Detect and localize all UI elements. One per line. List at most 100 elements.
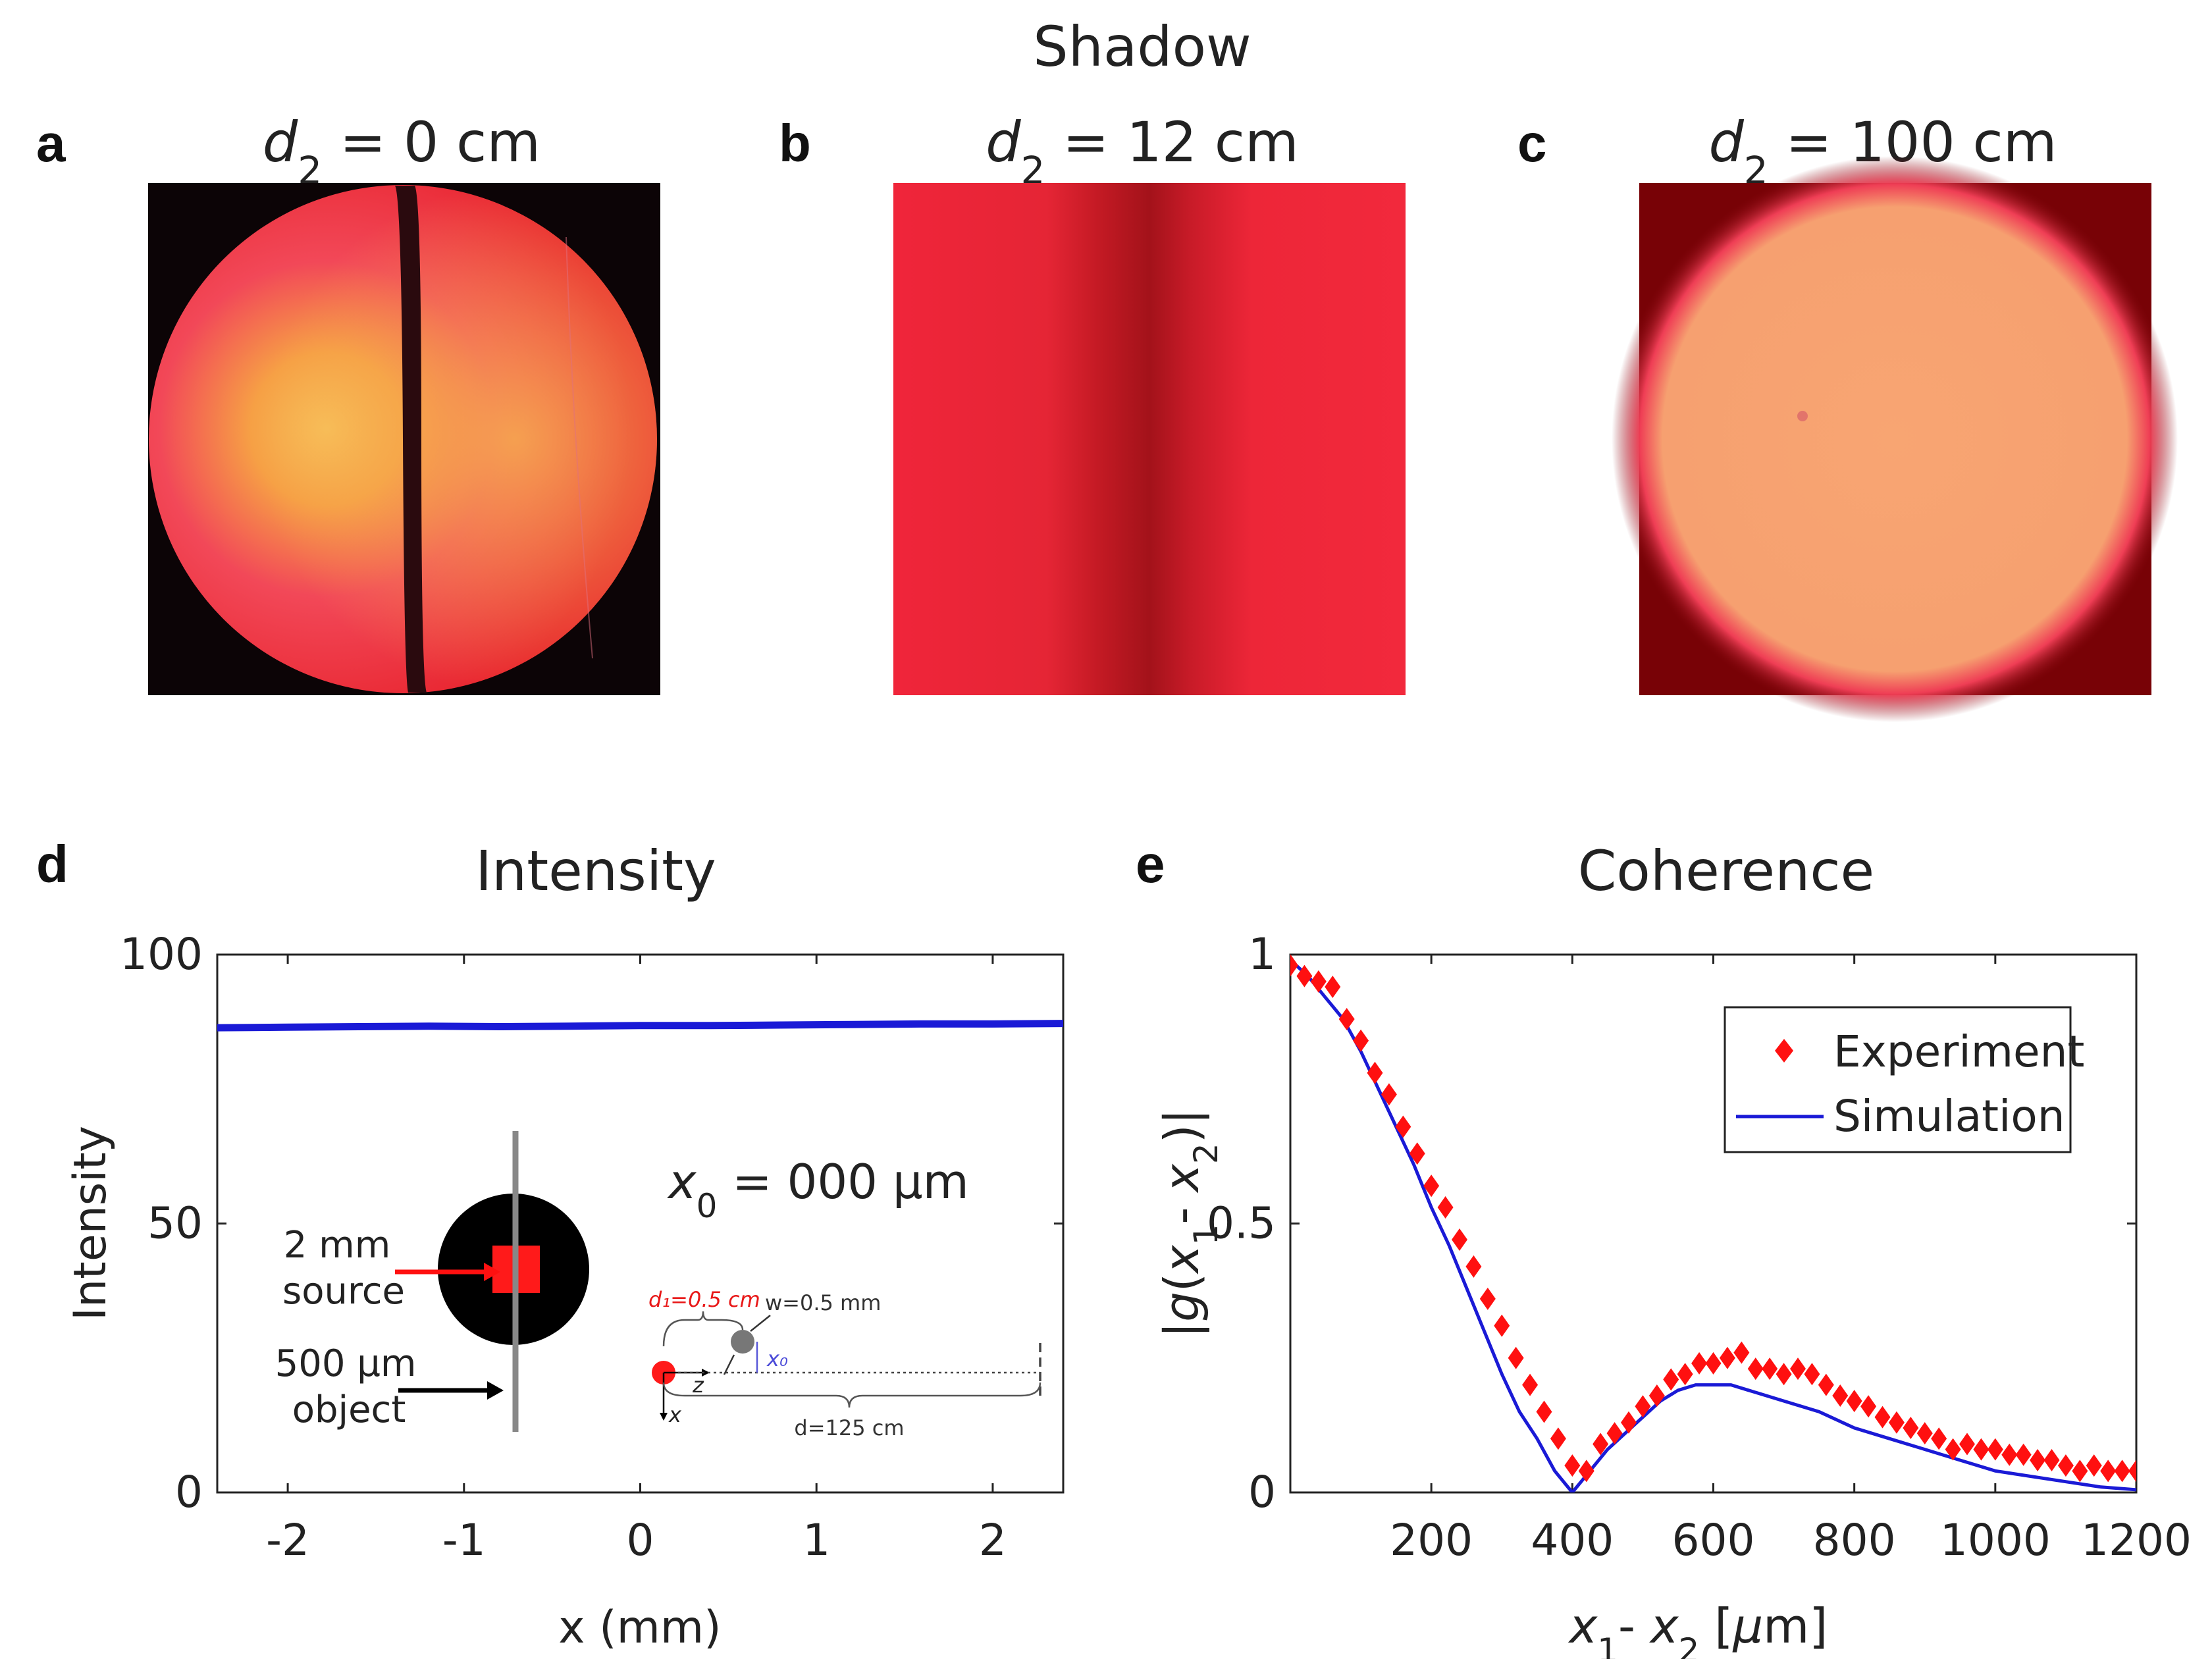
mini-w-pointer xyxy=(750,1315,771,1332)
panel-letter-a: a xyxy=(36,114,66,172)
experiment-point xyxy=(1846,1390,1862,1413)
experiment-point xyxy=(1621,1411,1637,1434)
chart-e-ticks: 200 400 600 800 1000 1200 0 0.5 1 xyxy=(1207,929,2192,1566)
chart-e-legend: Experiment Simulation xyxy=(1724,1006,2084,1153)
experiment-point xyxy=(2015,1443,2032,1466)
source-label-2: source xyxy=(282,1270,405,1313)
experiment-point xyxy=(1325,976,1341,999)
chart-e-xtick-label: 600 xyxy=(1672,1515,1755,1566)
experiment-point xyxy=(2128,1460,2136,1483)
chart-e-xtick-label: 400 xyxy=(1531,1515,1614,1566)
experiment-point xyxy=(1296,964,1313,988)
experiment-point xyxy=(1874,1406,1891,1429)
chart-e-xtick-label: 1000 xyxy=(1940,1515,2051,1566)
experiment-point xyxy=(2057,1454,2074,1477)
experiment-point xyxy=(1353,1029,1369,1052)
experiment-point xyxy=(1677,1363,1693,1386)
experiment-point xyxy=(1508,1346,1524,1369)
legend-experiment-marker xyxy=(1775,1039,1793,1063)
experiment-point xyxy=(1536,1400,1552,1423)
panel-b-var: d xyxy=(986,110,1021,174)
experiment-point xyxy=(1663,1368,1679,1391)
chart-e-xtick-label: 800 xyxy=(1813,1515,1896,1566)
chart-d-xlabel: x (mm) xyxy=(558,1602,721,1654)
experiment-point xyxy=(1635,1395,1651,1418)
experiment-point xyxy=(1395,1115,1411,1138)
panel-a-label: d2 = 0 cm xyxy=(263,110,540,193)
chart-e-ytick-label: 1 xyxy=(1248,929,1276,980)
x0-readout: x0 = 000 μm xyxy=(667,1154,969,1225)
chart-d-ticks: -2 -1 0 1 2 0 50 100 xyxy=(120,929,1063,1566)
mini-d-label: d=125 cm xyxy=(794,1415,904,1440)
panel-a-rest: = 0 cm xyxy=(322,110,540,174)
image-panel-c xyxy=(1612,156,2178,722)
inset-schematic: 2 mm source 500 μm object x0 = 000 μm d₁… xyxy=(275,1131,1041,1440)
chart-d-ytick-label: 50 xyxy=(147,1198,203,1249)
chart-e-xtick-label: 1200 xyxy=(2081,1515,2192,1566)
experiment-point xyxy=(1818,1373,1834,1396)
object-arrowhead xyxy=(487,1381,504,1400)
chart-d-xtick-label: 2 xyxy=(979,1515,1007,1566)
x0-var: x xyxy=(667,1154,697,1209)
experiment-point xyxy=(1747,1357,1764,1381)
mini-w-label: w=0.5 mm xyxy=(765,1290,881,1315)
experiment-point xyxy=(1479,1287,1496,1310)
experiment-point xyxy=(1762,1357,1778,1381)
source-arrowhead xyxy=(484,1263,500,1281)
experiment-point xyxy=(1945,1438,1961,1461)
experiment-point xyxy=(2030,1448,2046,1471)
x0-sub: 0 xyxy=(697,1187,718,1225)
chart-d-title: Intensity xyxy=(475,839,716,903)
experiment-point xyxy=(1804,1363,1820,1386)
legend-box xyxy=(1724,1006,2072,1153)
experiment-point xyxy=(1733,1341,1750,1364)
mini-z-label: z xyxy=(692,1373,704,1398)
experiment-point xyxy=(1916,1422,1933,1445)
mini-axis-z-head xyxy=(702,1369,710,1377)
experiment-point xyxy=(1290,955,1298,977)
x0-value: = 000 μm xyxy=(717,1154,968,1209)
experiment-point xyxy=(1931,1427,1947,1450)
experiment-point xyxy=(1903,1416,1919,1439)
experiment-point xyxy=(1452,1228,1467,1251)
panel-letter-d: d xyxy=(36,835,68,893)
chart-d-xtick-label: -1 xyxy=(442,1515,486,1566)
chart-d-ytick-label: 0 xyxy=(175,1467,203,1517)
legend-experiment-label: Experiment xyxy=(1833,1026,2084,1077)
experiment-point xyxy=(1973,1438,1989,1461)
experiment-point xyxy=(2100,1460,2117,1483)
experiment-point xyxy=(1494,1314,1510,1337)
experiment-point xyxy=(2086,1454,2102,1477)
mini-x-label: x xyxy=(668,1402,682,1427)
panel-b-label: d2 = 12 cm xyxy=(986,110,1299,193)
source-label-1: 2 mm xyxy=(284,1224,391,1267)
experiment-point xyxy=(1606,1422,1623,1445)
mini-object-dot xyxy=(731,1330,754,1354)
mini-d1-brace xyxy=(662,1311,744,1347)
experiment-point xyxy=(1310,970,1327,993)
experiment-point xyxy=(1705,1352,1722,1375)
image-panel-b xyxy=(893,183,1406,695)
experiment-point xyxy=(1888,1411,1905,1434)
object-label-1: 500 μm xyxy=(275,1342,417,1385)
experiment-point xyxy=(1522,1373,1539,1396)
experiment-point xyxy=(1465,1255,1482,1278)
chart-d-xtick-label: -2 xyxy=(266,1515,309,1566)
chart-e-title: Coherence xyxy=(1578,839,1874,903)
experiment-point xyxy=(1987,1438,2003,1461)
experiment-point xyxy=(1719,1346,1735,1369)
experiment-series-points xyxy=(1290,955,2136,1483)
panel-b-rest: = 12 cm xyxy=(1045,110,1298,174)
chart-d-ytick-label: 100 xyxy=(120,929,203,980)
experiment-point xyxy=(2043,1448,2060,1471)
experiment-point xyxy=(1423,1174,1440,1198)
chart-e-ytick-label: 0.5 xyxy=(1207,1198,1276,1249)
experiment-point xyxy=(2072,1460,2088,1483)
shadow-title: Shadow xyxy=(1033,14,1251,79)
intensity-series-line xyxy=(217,1020,1063,1032)
experiment-point xyxy=(1790,1357,1806,1381)
experiment-point xyxy=(2114,1460,2130,1483)
experiment-point xyxy=(1691,1352,1708,1375)
experiment-point xyxy=(1860,1395,1877,1418)
